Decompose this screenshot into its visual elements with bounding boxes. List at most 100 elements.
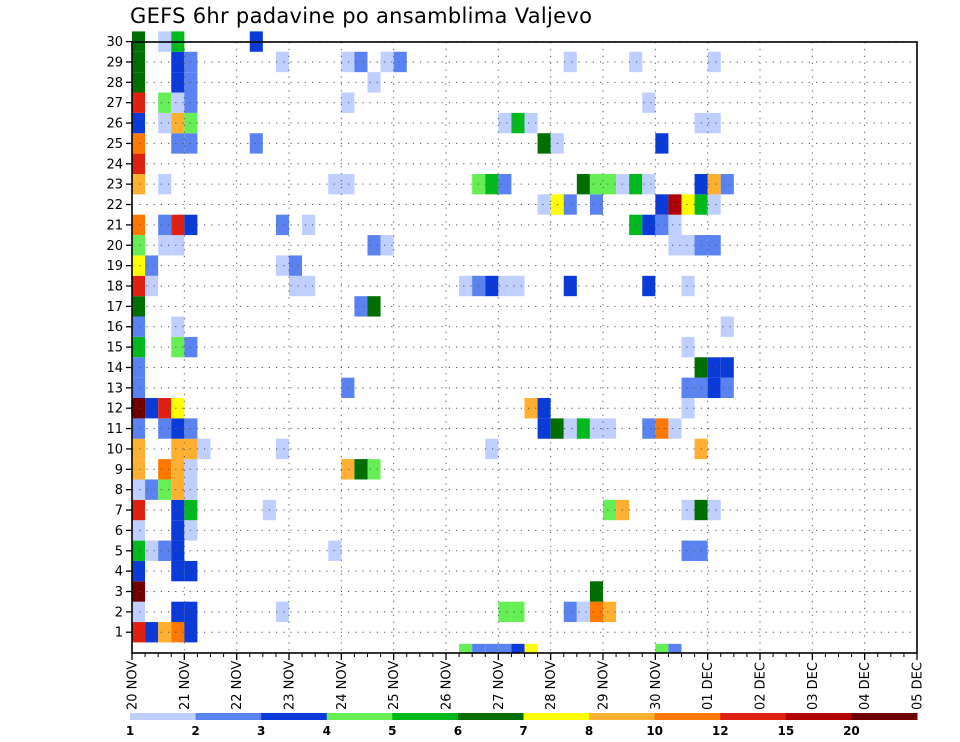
heatmap-cell: [184, 560, 198, 582]
y-tick-label: 4: [115, 565, 123, 580]
heatmap-cell: [132, 479, 146, 500]
heatmap-cell: [171, 479, 185, 500]
chart-title: GEFS 6hr padavine po ansamblima Valjevo: [130, 4, 593, 28]
heatmap-cell: [184, 133, 198, 154]
y-tick-label: 22: [106, 198, 123, 213]
heatmap-cell: [655, 194, 669, 215]
heatmap-cell: [171, 214, 185, 236]
heatmap-cell: [707, 173, 721, 195]
heatmap-cell: [184, 520, 198, 541]
heatmap-cell: [249, 133, 263, 154]
y-axis: 1234567891011121314151617181920212223242…: [106, 35, 132, 641]
heatmap-cell: [681, 499, 695, 521]
heatmap-cell: [132, 255, 146, 276]
heatmap-cell: [132, 72, 146, 93]
x-tick-label: 24 NOV: [335, 661, 350, 710]
heatmap-cell: [171, 622, 185, 643]
heatmap-cell: [681, 377, 695, 399]
heatmap-cell: [184, 418, 198, 439]
heatmap-cell: [184, 601, 198, 623]
x-tick-label: 29 NOV: [597, 661, 612, 710]
heatmap-cell: [681, 336, 695, 358]
heatmap-cell: [576, 418, 590, 439]
y-tick-label: 2: [115, 605, 123, 620]
heatmap-cell: [655, 643, 669, 654]
heatmap-cell: [341, 459, 355, 480]
heatmap-cell: [171, 601, 185, 623]
heatmap-cell: [707, 235, 721, 256]
heatmap-cell: [158, 235, 172, 256]
heatmap-cell: [603, 499, 617, 521]
heatmap-cell: [367, 72, 381, 93]
heatmap-cell: [563, 418, 577, 439]
heatmap-cell: [184, 336, 198, 358]
heatmap-cell: [589, 601, 603, 623]
heatmap-cell: [184, 499, 198, 521]
x-tick-label: 05 DEC: [911, 662, 926, 710]
heatmap-cell: [132, 540, 146, 561]
heatmap-cell: [707, 377, 721, 399]
x-axis: 20 NOV 21 NOV 22 NOV 23 NOV 24 NOV 25 NOV 26 N…: [126, 653, 926, 710]
heatmap-cell: [132, 92, 146, 113]
heatmap-cell: [720, 316, 734, 337]
heatmap-cell: [707, 51, 721, 73]
heatmap-cell: [668, 418, 682, 439]
heatmap-cell: [720, 377, 734, 399]
y-tick-label: 25: [106, 137, 123, 152]
heatmap-cell: [524, 398, 538, 419]
heatmap-cell: [197, 438, 211, 460]
colorbar-swatch: [851, 713, 918, 720]
heatmap-cell: [132, 316, 146, 337]
y-tick-label: 12: [106, 402, 123, 417]
heatmap-cell: [655, 418, 669, 439]
heatmap-cell: [668, 235, 682, 256]
heatmap-cell: [668, 214, 682, 236]
x-tick-label: 20 NOV: [126, 661, 141, 710]
heatmap-cell: [485, 438, 499, 460]
colorbar-label: 4: [323, 724, 331, 738]
heatmap-cell: [132, 153, 146, 174]
heatmap-cell: [158, 418, 172, 439]
heatmap-cell: [655, 133, 669, 154]
colorbar: 1 2 3 4 5 6 7 8 10 12 15 20: [126, 713, 918, 738]
colorbar-label: 8: [585, 724, 593, 738]
heatmap-cell: [132, 459, 146, 480]
heatmap-cell: [171, 235, 185, 256]
heatmap-cell: [171, 92, 185, 113]
heatmap-cell: [707, 499, 721, 521]
heatmap-cell: [289, 275, 303, 297]
heatmap-cell: [158, 479, 172, 500]
heatmap-cell: [367, 235, 381, 256]
colorbar-label: 20: [843, 724, 860, 738]
heatmap-cell: [576, 601, 590, 623]
heatmap-cell: [511, 275, 525, 297]
heatmap-cell: [603, 601, 617, 623]
heatmap-cell: [459, 275, 473, 297]
heatmap-cell: [498, 643, 512, 654]
heatmap-cell: [524, 112, 538, 134]
x-tick-label: 22 NOV: [230, 661, 245, 710]
colorbar-label: 12: [712, 724, 729, 738]
heatmap-cell: [629, 51, 643, 73]
heatmap-cell: [498, 601, 512, 623]
heatmap-cell: [275, 214, 289, 236]
y-tick-label: 19: [106, 259, 123, 274]
colorbar-swatch: [720, 713, 787, 720]
heatmap-cell: [354, 296, 368, 317]
heatmap-cell: [498, 275, 512, 297]
heatmap-cell: [132, 133, 146, 154]
heatmap-cell: [472, 643, 486, 654]
heatmap-cell: [720, 357, 734, 378]
heatmap-cell: [171, 438, 185, 460]
heatmap-cell: [132, 377, 146, 399]
heatmap-cell: [341, 173, 355, 195]
heatmap-cell: [275, 255, 289, 276]
heatmap-cell: [511, 643, 525, 654]
heatmap-cell: [171, 459, 185, 480]
heatmap-cell: [158, 459, 172, 480]
heatmap-cell: [681, 398, 695, 419]
colorbar-swatch: [523, 713, 590, 720]
y-tick-label: 15: [106, 341, 123, 356]
heatmap-cell: [171, 398, 185, 419]
